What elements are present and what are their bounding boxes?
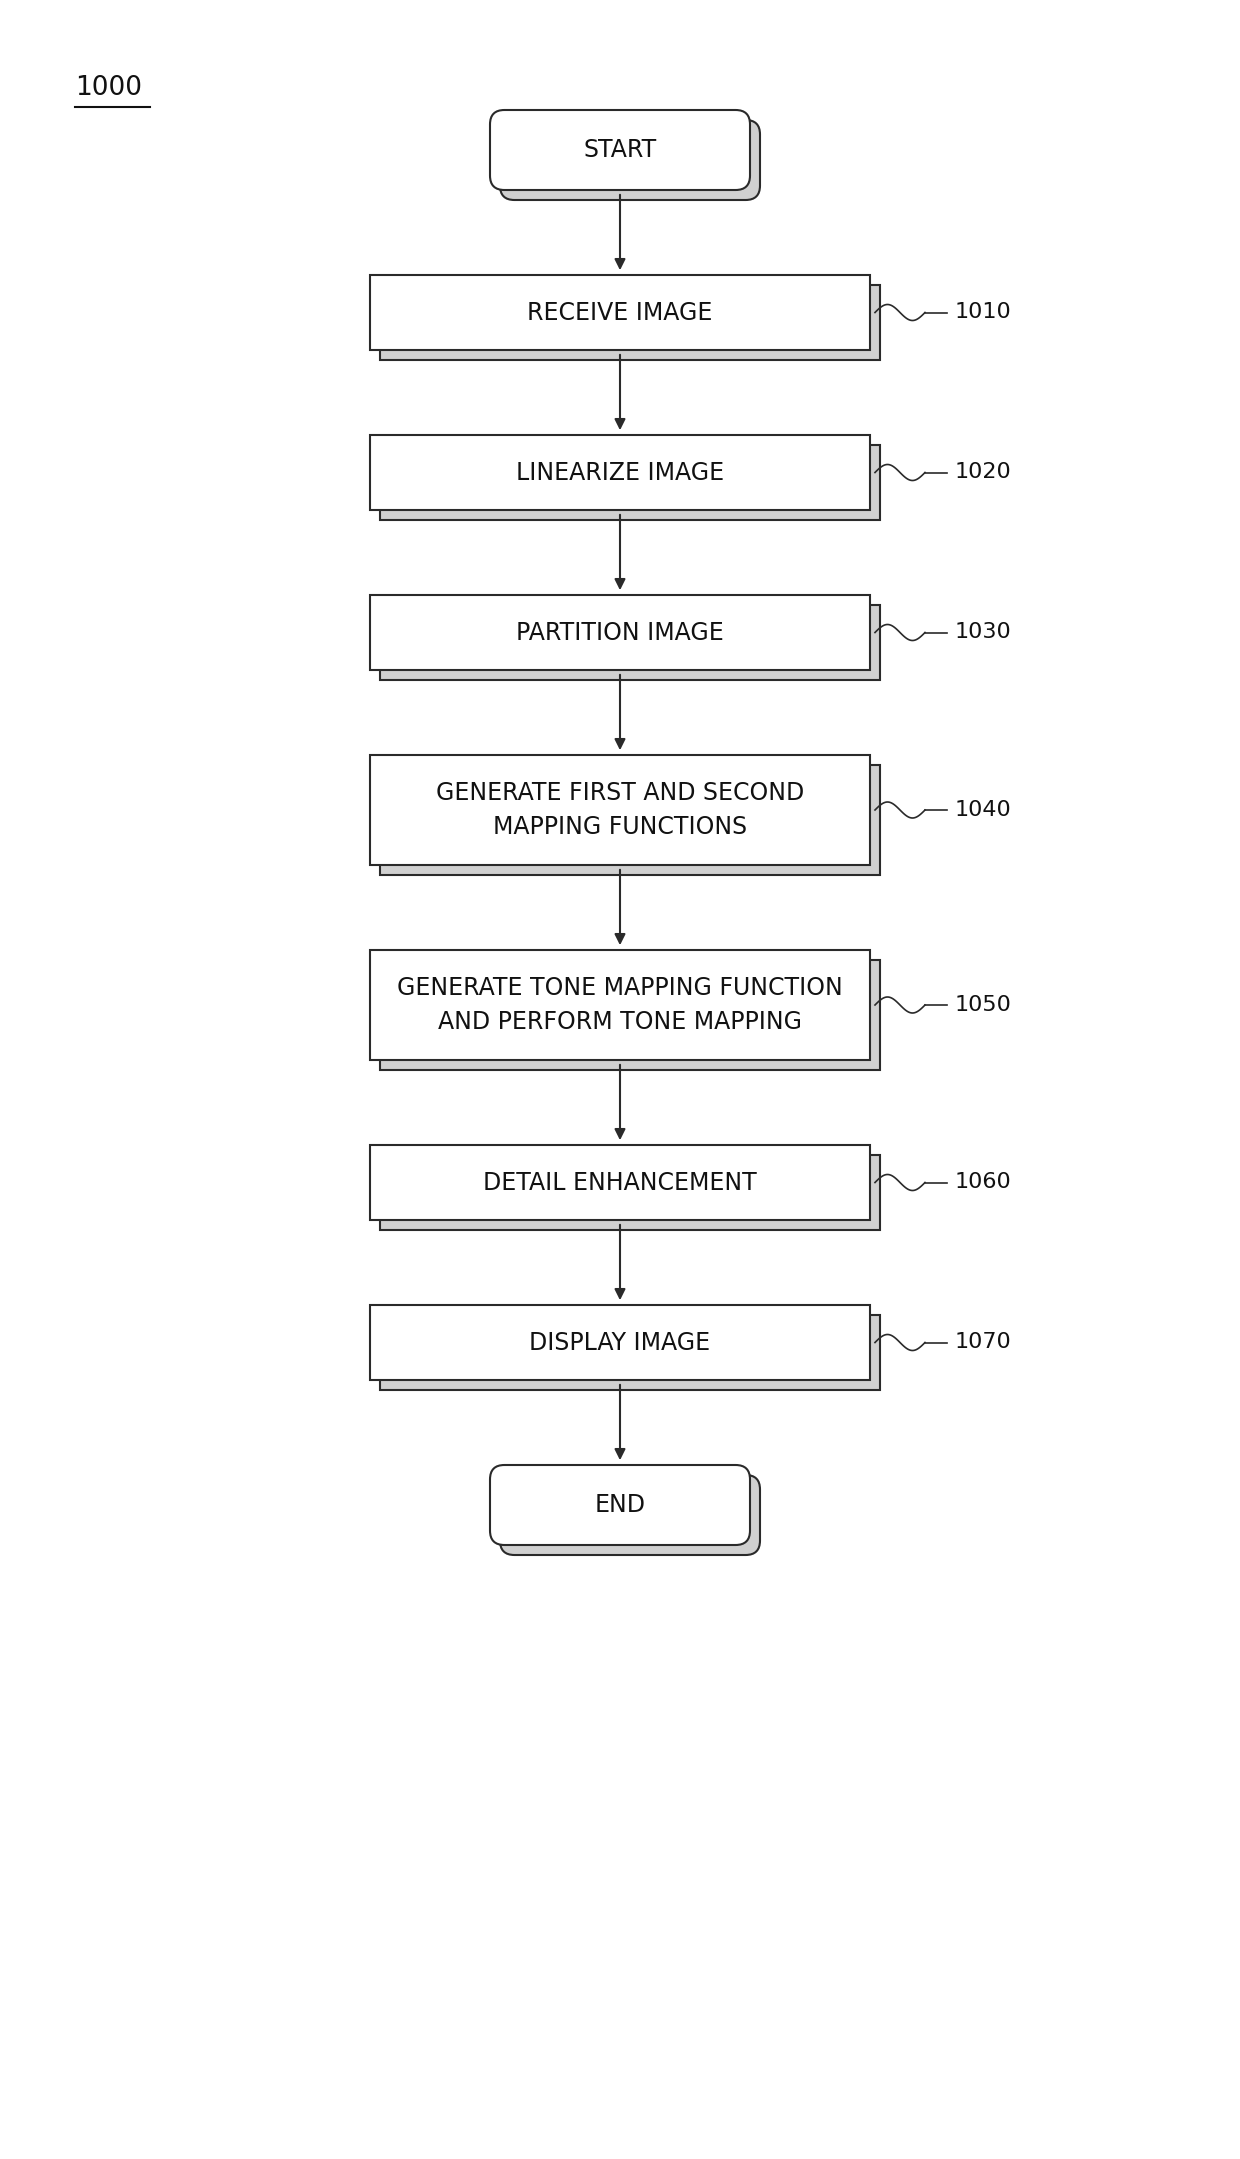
FancyBboxPatch shape [370,274,870,350]
FancyBboxPatch shape [379,445,880,520]
Text: 1020: 1020 [955,462,1012,481]
FancyBboxPatch shape [490,110,750,190]
FancyBboxPatch shape [370,1144,870,1220]
Text: 1050: 1050 [955,995,1012,1015]
Text: 1060: 1060 [955,1172,1012,1192]
Text: GENERATE TONE MAPPING FUNCTION
AND PERFORM TONE MAPPING: GENERATE TONE MAPPING FUNCTION AND PERFO… [397,976,843,1034]
FancyBboxPatch shape [490,1466,750,1546]
FancyBboxPatch shape [370,1304,870,1380]
FancyBboxPatch shape [370,434,870,510]
Text: 1030: 1030 [955,622,1012,643]
FancyBboxPatch shape [370,950,870,1060]
FancyBboxPatch shape [379,285,880,361]
FancyBboxPatch shape [370,756,870,866]
FancyBboxPatch shape [379,605,880,680]
Text: GENERATE FIRST AND SECOND
MAPPING FUNCTIONS: GENERATE FIRST AND SECOND MAPPING FUNCTI… [436,782,804,838]
FancyBboxPatch shape [379,1155,880,1231]
Text: START: START [583,138,657,162]
FancyBboxPatch shape [379,961,880,1071]
FancyBboxPatch shape [370,596,870,669]
Text: DISPLAY IMAGE: DISPLAY IMAGE [529,1330,711,1354]
Text: LINEARIZE IMAGE: LINEARIZE IMAGE [516,460,724,484]
Text: PARTITION IMAGE: PARTITION IMAGE [516,620,724,646]
FancyBboxPatch shape [379,764,880,874]
FancyBboxPatch shape [379,1315,880,1390]
Text: DETAIL ENHANCEMENT: DETAIL ENHANCEMENT [484,1170,756,1194]
Text: 1070: 1070 [955,1332,1012,1352]
Text: RECEIVE IMAGE: RECEIVE IMAGE [527,300,713,324]
FancyBboxPatch shape [500,1475,760,1554]
Text: 1000: 1000 [74,76,143,101]
Text: END: END [594,1494,646,1518]
Text: 1040: 1040 [955,801,1012,820]
FancyBboxPatch shape [500,121,760,201]
Text: 1010: 1010 [955,302,1012,322]
